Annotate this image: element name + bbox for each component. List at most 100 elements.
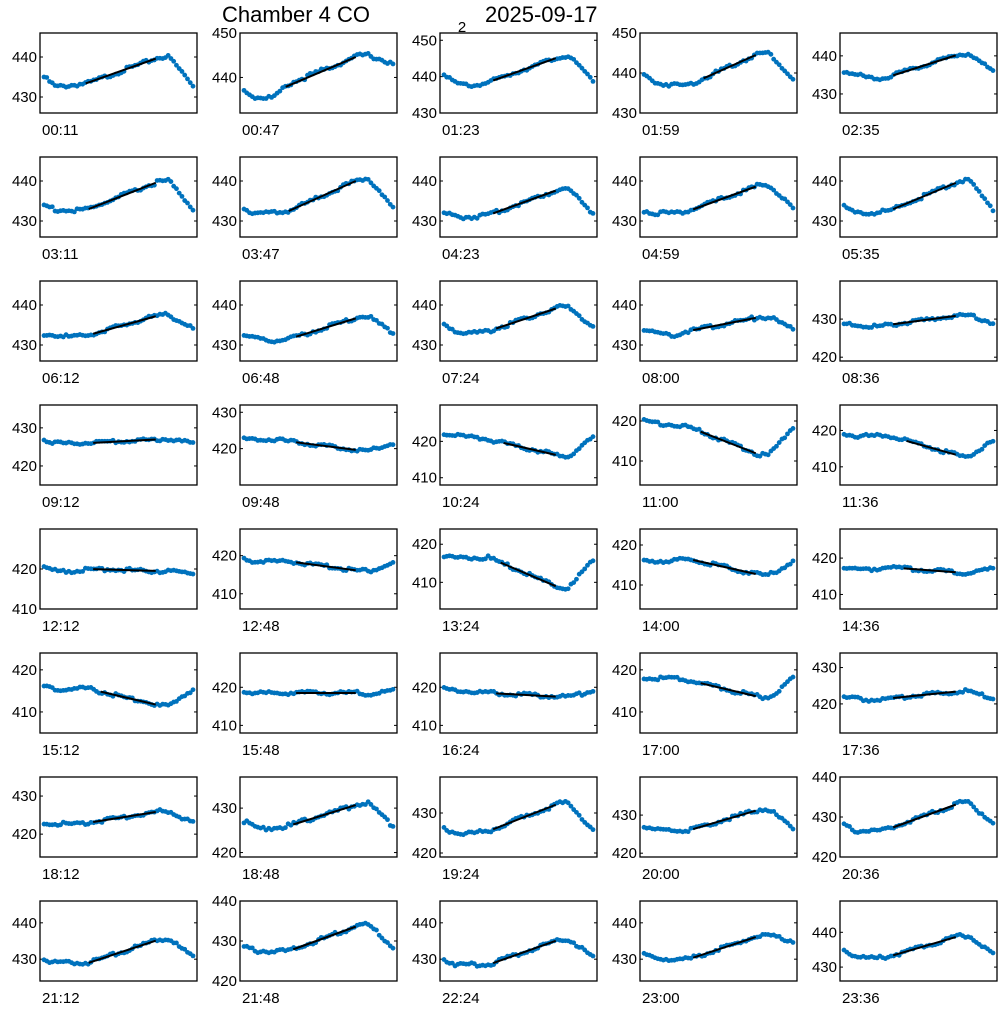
data-point	[990, 950, 996, 956]
y-tick-label: 440	[12, 49, 37, 66]
data-point	[990, 820, 996, 826]
data-point	[368, 313, 374, 319]
panel-frame	[639, 652, 798, 734]
fit-line	[500, 561, 557, 588]
data-point	[390, 945, 396, 951]
fit-line	[892, 803, 957, 829]
panel-time-label: 09:48	[242, 494, 280, 511]
panel-time-label: 14:00	[642, 618, 680, 635]
fit-line	[296, 561, 356, 572]
fit-line	[903, 567, 956, 574]
y-tick-label: 430	[212, 337, 237, 354]
y-tick-label: 430	[812, 959, 837, 976]
data-point	[574, 192, 579, 198]
data-point	[368, 180, 374, 186]
y-tick-label: 420	[412, 845, 437, 862]
y-tick-label: 420	[412, 536, 437, 553]
data-point	[571, 56, 577, 62]
data-point	[590, 434, 596, 440]
fit-line	[292, 925, 357, 951]
panel-time-label: 05:35	[842, 246, 880, 263]
panel-2224: 430 440 22:24	[412, 900, 598, 1007]
panel-time-label: 08:00	[642, 370, 680, 387]
data-point	[565, 586, 571, 592]
data-point	[971, 804, 977, 810]
fit-line	[700, 682, 756, 698]
panel-2148: 420 430 440 21:48	[212, 893, 398, 1007]
data-point	[474, 215, 480, 221]
data-point	[374, 927, 379, 933]
panel-0347: 430 440 03:47	[212, 156, 398, 263]
chart-title: Chamber 4 CO 2 2025-09-17	[222, 2, 598, 36]
data-point	[968, 801, 974, 807]
panel-0311: 430 440 03:11	[12, 156, 198, 263]
y-tick-label: 410	[212, 717, 237, 734]
data-point	[979, 446, 985, 452]
data-point	[990, 696, 996, 702]
y-tick-label: 430	[12, 951, 37, 968]
y-tick-label: 430	[412, 805, 437, 822]
panel-0948: 420 430 09:48	[212, 404, 398, 511]
y-tick-label: 430	[212, 800, 237, 817]
fit-line	[892, 54, 957, 77]
data-point	[190, 440, 196, 445]
data-point	[187, 690, 193, 696]
data-point	[176, 190, 182, 196]
panel-time-label: 17:36	[842, 742, 880, 759]
data-point	[655, 419, 661, 425]
fit-line	[295, 317, 357, 338]
panel-time-label: 01:23	[442, 122, 480, 139]
panel-time-label: 20:36	[842, 866, 880, 883]
data-point	[80, 569, 86, 574]
data-point	[785, 431, 790, 437]
panel-time-label: 23:00	[642, 990, 680, 1007]
y-tick-label: 430	[612, 213, 637, 230]
data-point	[585, 205, 590, 211]
y-tick-label: 430	[12, 788, 37, 805]
y-tick-label: 420	[612, 845, 637, 862]
fit-line	[100, 690, 156, 706]
y-tick-label: 440	[812, 48, 837, 65]
data-point	[774, 443, 779, 449]
panel-0459: 430 440 04:59	[612, 156, 798, 263]
y-tick-label: 440	[212, 69, 237, 86]
data-point	[190, 83, 196, 89]
data-point	[576, 446, 582, 452]
y-tick-label: 430	[612, 337, 637, 354]
y-tick-label: 410	[412, 717, 437, 734]
data-point	[71, 209, 77, 215]
y-tick-label: 430	[812, 213, 837, 230]
data-point	[249, 945, 255, 951]
data-point	[385, 325, 390, 331]
data-point	[182, 72, 188, 78]
panel-time-label: 07:24	[442, 370, 480, 387]
data-point	[44, 75, 50, 80]
fit-line	[893, 314, 956, 326]
y-tick-label: 440	[212, 173, 237, 190]
data-point	[390, 61, 396, 67]
data-point	[571, 940, 577, 946]
data-point	[579, 65, 585, 71]
y-tick-label: 430	[12, 337, 37, 354]
panel-1136: 410 420 11:36	[812, 404, 998, 511]
y-tick-label: 440	[412, 173, 437, 190]
panel-time-label: 02:35	[842, 122, 880, 139]
panel-frame	[639, 528, 798, 610]
chart-title-date: 2025-09-17	[485, 2, 598, 27]
panel-0800: 430 440 08:00	[612, 280, 798, 387]
fit-line	[893, 690, 956, 699]
data-point	[590, 324, 596, 329]
y-tick-label: 430	[812, 86, 837, 103]
panel-time-label: 10:24	[442, 494, 480, 511]
y-tick-label: 420	[212, 441, 237, 458]
data-point	[179, 69, 185, 74]
fit-line	[285, 56, 357, 88]
panel-time-label: 03:11	[42, 246, 78, 263]
data-point	[174, 940, 179, 946]
data-point	[187, 204, 193, 210]
panel-time-label: 15:48	[242, 742, 280, 759]
data-point	[696, 426, 702, 432]
y-tick-label: 440	[812, 924, 837, 941]
y-tick-label: 440	[612, 65, 637, 82]
y-tick-label: 410	[212, 586, 237, 603]
